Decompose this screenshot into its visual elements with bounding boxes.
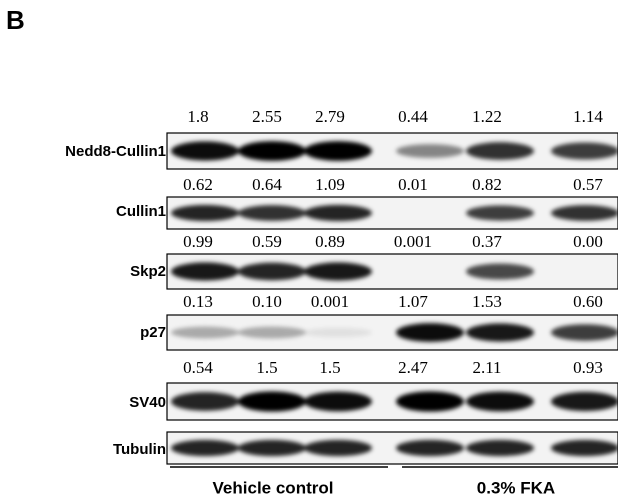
band bbox=[238, 263, 306, 281]
band bbox=[466, 263, 534, 279]
value-label: 0.59 bbox=[252, 232, 282, 251]
row-label: p27 bbox=[140, 324, 166, 341]
value-label: 1.8 bbox=[187, 107, 208, 126]
value-label: 0.60 bbox=[573, 292, 603, 311]
value-label: 1.5 bbox=[319, 358, 340, 377]
bands bbox=[171, 262, 534, 280]
band bbox=[171, 205, 239, 221]
band bbox=[466, 142, 534, 160]
band bbox=[466, 392, 534, 412]
value-label: 0.64 bbox=[252, 175, 282, 194]
value-label: 0.37 bbox=[472, 232, 502, 251]
band bbox=[551, 205, 618, 221]
value-label: 2.79 bbox=[315, 107, 345, 126]
value-label: 0.57 bbox=[573, 175, 603, 194]
row-label: SV40 bbox=[129, 394, 166, 411]
panel-label: B bbox=[6, 5, 25, 35]
band bbox=[304, 205, 372, 221]
row-label: Nedd8-Cullin1 bbox=[65, 143, 166, 160]
value-label: 0.99 bbox=[183, 232, 213, 251]
band bbox=[551, 142, 618, 159]
band bbox=[304, 141, 372, 161]
band bbox=[466, 323, 534, 341]
value-label: 0.01 bbox=[398, 175, 428, 194]
band bbox=[551, 440, 618, 456]
band bbox=[238, 327, 306, 339]
band bbox=[551, 324, 618, 341]
value-label: 2.47 bbox=[398, 358, 428, 377]
value-label: 0.13 bbox=[183, 292, 213, 311]
band bbox=[396, 440, 464, 456]
value-label: 1.07 bbox=[398, 292, 428, 311]
band bbox=[304, 328, 372, 338]
value-label: 0.62 bbox=[183, 175, 213, 194]
value-label: 0.10 bbox=[252, 292, 282, 311]
band bbox=[466, 205, 534, 220]
value-label: 0.00 bbox=[573, 232, 603, 251]
band bbox=[171, 327, 239, 339]
value-label: 1.14 bbox=[573, 107, 603, 126]
value-label: 0.54 bbox=[183, 358, 213, 377]
band bbox=[238, 141, 306, 161]
row-label: Tubulin bbox=[113, 441, 166, 458]
band bbox=[238, 205, 306, 221]
band bbox=[171, 262, 239, 280]
band bbox=[304, 440, 372, 456]
row-label: Skp2 bbox=[130, 263, 166, 280]
value-label: 1.09 bbox=[315, 175, 345, 194]
value-label: 2.55 bbox=[252, 107, 282, 126]
band bbox=[171, 392, 239, 411]
value-label: 1.5 bbox=[256, 358, 277, 377]
band bbox=[396, 323, 464, 342]
row-label: Cullin1 bbox=[116, 203, 166, 220]
figure: B Vehicle control 0.3% FKA Nedd8-Cullin1… bbox=[0, 0, 618, 499]
band bbox=[466, 440, 534, 456]
value-label: 1.53 bbox=[472, 292, 502, 311]
band bbox=[396, 144, 464, 158]
band bbox=[171, 440, 239, 456]
value-label: 0.44 bbox=[398, 107, 428, 126]
value-label: 0.001 bbox=[394, 232, 432, 251]
group-label: 0.3% FKA bbox=[477, 478, 555, 497]
band bbox=[171, 141, 239, 160]
value-label: 0.82 bbox=[472, 175, 502, 194]
band bbox=[551, 392, 618, 411]
value-label: 0.001 bbox=[311, 292, 349, 311]
value-label: 0.93 bbox=[573, 358, 603, 377]
band bbox=[396, 391, 464, 411]
group-label: Vehicle control bbox=[213, 478, 334, 497]
value-label: 2.11 bbox=[472, 358, 501, 377]
value-label: 0.89 bbox=[315, 232, 345, 251]
band bbox=[238, 440, 306, 456]
band bbox=[304, 262, 372, 280]
value-label: 1.22 bbox=[472, 107, 502, 126]
band bbox=[238, 391, 306, 411]
band bbox=[304, 392, 372, 412]
